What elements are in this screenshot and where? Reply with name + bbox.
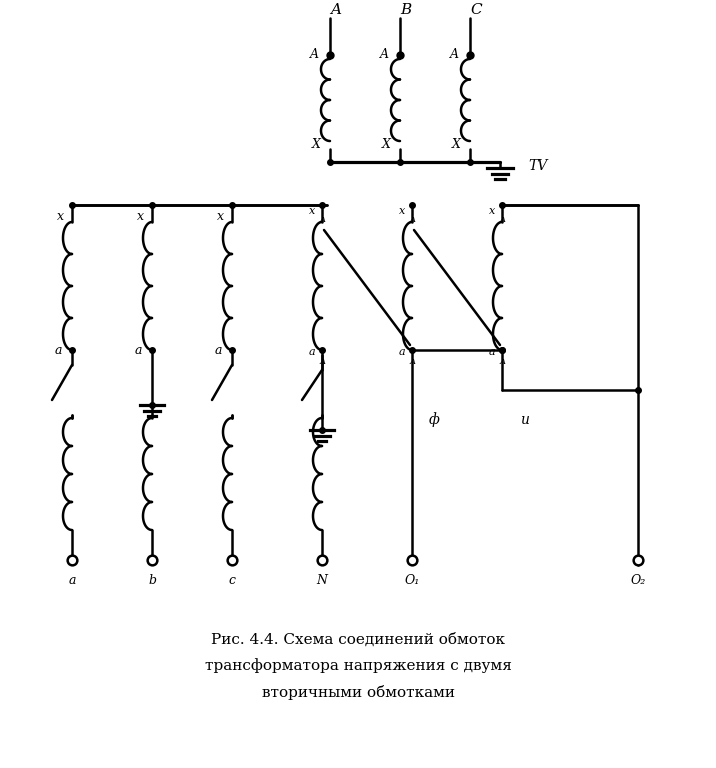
Text: A: A [320, 358, 326, 366]
Text: a: a [54, 343, 62, 356]
Text: O₁: O₁ [405, 574, 420, 587]
Text: трансформатора напряжения с двумя: трансформатора напряжения с двумя [205, 659, 511, 674]
Text: A: A [410, 358, 416, 366]
Text: X: X [382, 138, 390, 151]
Text: X: X [452, 138, 460, 151]
Text: c: c [228, 574, 236, 587]
Text: x: x [399, 206, 405, 216]
Text: x: x [216, 210, 223, 223]
Text: a: a [68, 574, 76, 587]
Text: Рис. 4.4. Схема соединений обмоток: Рис. 4.4. Схема соединений обмоток [211, 633, 505, 647]
Text: и: и [520, 413, 528, 427]
Text: A: A [331, 3, 342, 17]
Text: C: C [470, 3, 482, 17]
Text: b: b [148, 574, 156, 587]
Text: A: A [309, 48, 319, 61]
Text: ф: ф [429, 412, 440, 428]
Text: A: A [500, 358, 506, 366]
Text: A: A [410, 216, 416, 224]
Text: A: A [379, 48, 389, 61]
Text: A: A [500, 216, 506, 224]
Text: N: N [316, 574, 327, 587]
Text: x: x [137, 210, 143, 223]
Text: X: X [311, 138, 321, 151]
Text: O₂: O₂ [630, 574, 646, 587]
Text: вторичными обмотками: вторичными обмотками [261, 684, 455, 700]
Text: TV: TV [528, 159, 548, 173]
Text: a: a [214, 343, 222, 356]
Text: a: a [309, 347, 315, 357]
Text: a: a [489, 347, 495, 357]
Text: a: a [399, 347, 405, 357]
Text: A: A [450, 48, 458, 61]
Text: x: x [57, 210, 64, 223]
Text: a: a [135, 343, 142, 356]
Text: A: A [320, 216, 326, 224]
Text: B: B [400, 3, 412, 17]
Text: x: x [309, 206, 315, 216]
Text: x: x [489, 206, 495, 216]
